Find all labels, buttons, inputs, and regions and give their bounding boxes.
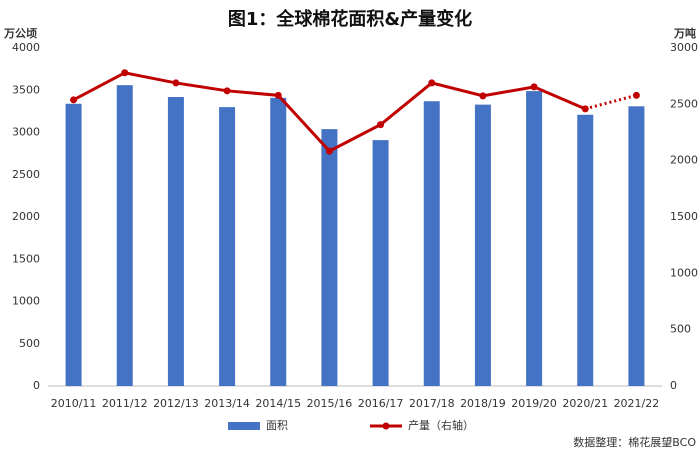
line-marker	[70, 96, 78, 104]
bar	[219, 107, 236, 387]
bar	[321, 129, 338, 386]
bar	[423, 101, 440, 387]
y-tick-label: 2000	[12, 210, 40, 223]
x-tick-label: 2012/13	[153, 397, 199, 410]
y-tick-label: 3500	[12, 83, 40, 96]
chart-title: 图1：全球棉花面积&产量变化	[228, 8, 472, 30]
x-tick-label: 2015/16	[307, 397, 353, 410]
line-marker	[632, 91, 640, 99]
line-marker	[479, 92, 487, 100]
y-tick-label: 2500	[12, 168, 40, 181]
y2-axis-title: 万吨	[673, 26, 696, 40]
x-tick-label: 2014/15	[255, 397, 301, 410]
legend-swatch	[382, 422, 390, 430]
y-tick-label: 500	[19, 337, 40, 350]
line-marker	[428, 79, 436, 87]
line-marker	[581, 105, 589, 113]
line-marker	[172, 79, 180, 87]
line-marker	[121, 69, 129, 77]
x-tick-label: 2021/22	[614, 397, 660, 410]
legend-label: 面积	[266, 419, 288, 432]
x-tick-label: 2020/21	[562, 397, 608, 410]
bar	[116, 85, 133, 387]
x-tick-label: 2019/20	[511, 397, 557, 410]
y-tick-label: 1000	[12, 295, 40, 308]
bar	[628, 106, 645, 387]
line-marker	[530, 83, 538, 91]
line	[584, 93, 637, 111]
line-marker	[223, 87, 231, 95]
y-tick-label: 3000	[12, 126, 40, 139]
y2-tick-label: 1000	[670, 266, 698, 279]
x-tick-label: 2017/18	[409, 397, 455, 410]
y2-tick-label: 2000	[670, 154, 698, 167]
y-tick-label: 0	[33, 379, 40, 392]
legend-label: 产量（右轴）	[408, 418, 474, 432]
x-tick-label: 2013/14	[204, 397, 250, 410]
bar	[372, 140, 389, 386]
y2-tick-label: 0	[670, 379, 677, 392]
source-note: 数据整理：棉花展望BCO	[573, 435, 696, 449]
y2-tick-label: 1500	[670, 210, 698, 223]
x-tick-label: 2011/12	[102, 397, 148, 410]
y2-tick-label: 2500	[670, 97, 698, 110]
bar	[167, 97, 184, 386]
y2-tick-label: 500	[670, 323, 691, 336]
bar	[270, 97, 287, 386]
y-axis-title: 万公顷	[3, 27, 37, 40]
bar	[577, 114, 594, 386]
legend-swatch	[228, 422, 260, 430]
line-marker	[274, 91, 282, 99]
y-tick-label: 1500	[12, 252, 40, 265]
bar	[474, 104, 491, 387]
line-marker	[377, 121, 385, 129]
x-tick-label: 2010/11	[51, 397, 97, 410]
x-tick-label: 2016/17	[358, 397, 404, 410]
line-marker	[325, 147, 333, 155]
y2-tick-label: 3000	[670, 41, 698, 54]
x-tick-label: 2018/19	[460, 397, 506, 410]
bar	[526, 91, 543, 386]
y-tick-label: 4000	[12, 41, 40, 54]
bar	[65, 103, 82, 387]
